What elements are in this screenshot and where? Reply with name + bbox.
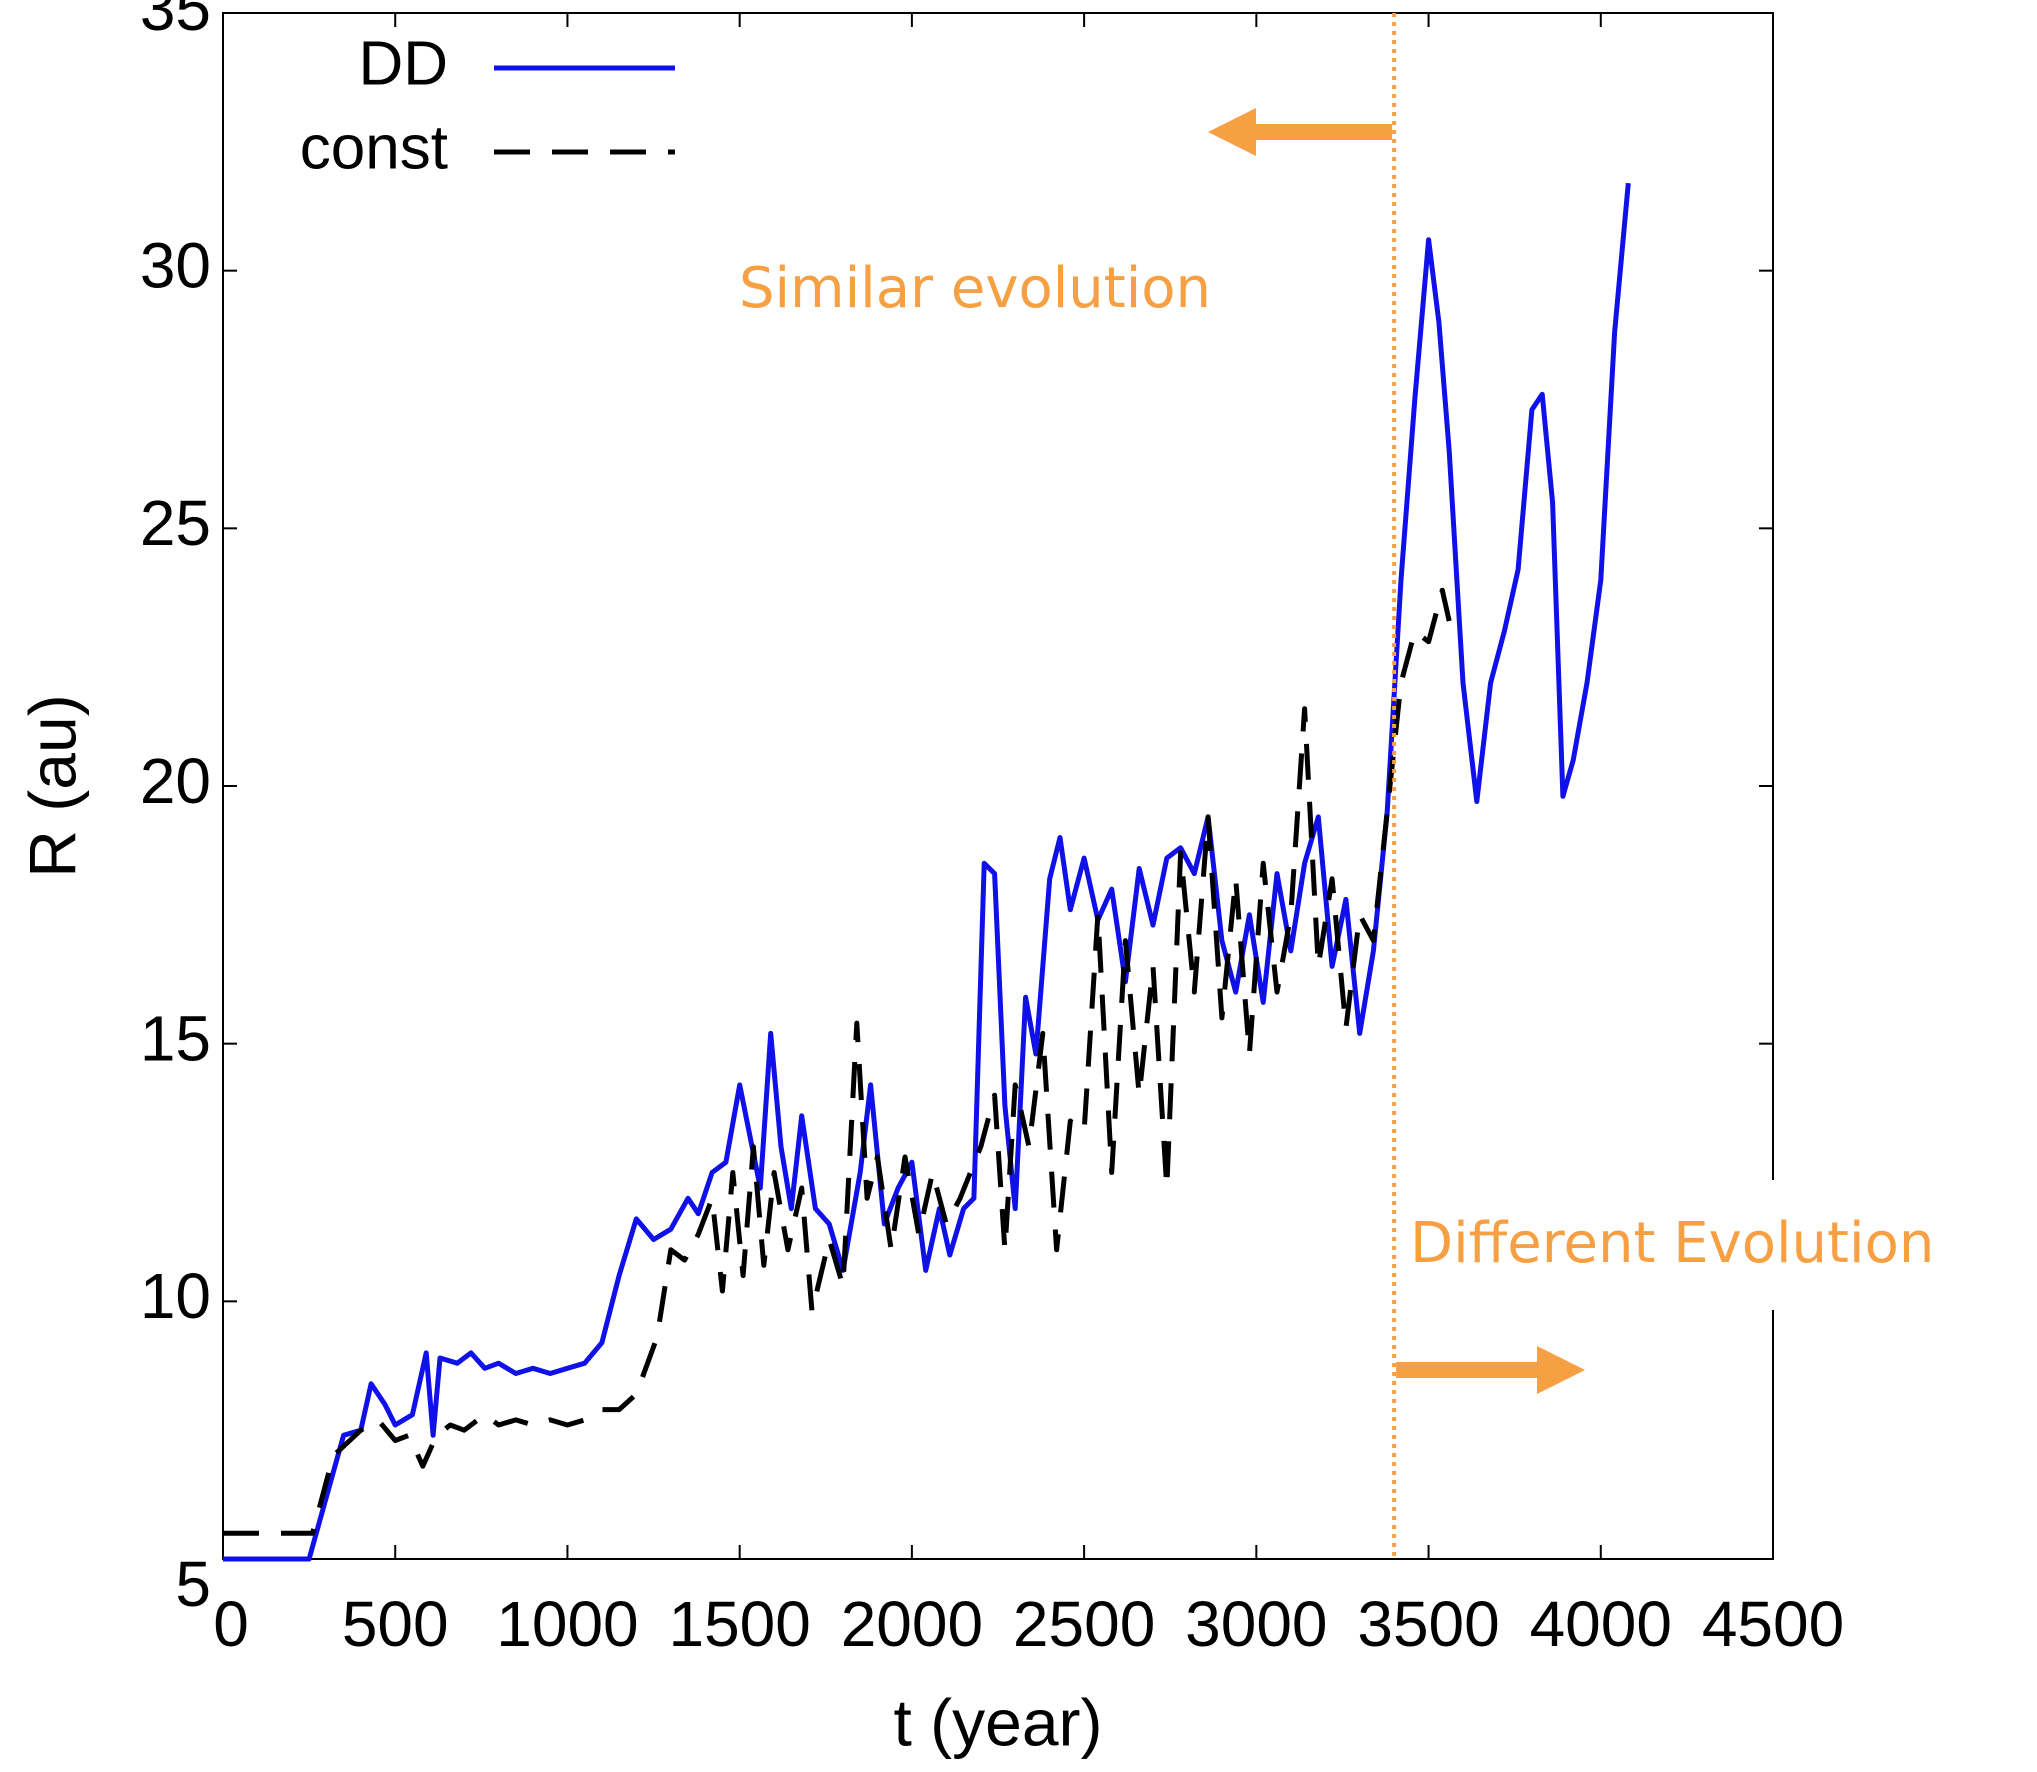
- y-axis-label: R (au): [15, 694, 89, 877]
- x-tick-label: 1500: [668, 1588, 810, 1660]
- legend-label: const: [300, 113, 448, 182]
- annotation: Different Evolution: [1410, 1211, 1934, 1276]
- y-tick-label: 35: [140, 0, 211, 44]
- arrow-head: [1208, 108, 1256, 156]
- y-tick-label: 15: [140, 1003, 211, 1075]
- arrow-head: [1537, 1346, 1585, 1394]
- y-tick-label: 5: [175, 1548, 211, 1620]
- x-tick-label: 4500: [1702, 1588, 1844, 1660]
- x-tick-label: 2000: [841, 1588, 983, 1660]
- data-line: [223, 182, 1631, 1562]
- x-tick-label: 3000: [1185, 1588, 1327, 1660]
- annotation-bg: [1402, 1180, 2037, 1310]
- legend-label: DD: [358, 29, 448, 98]
- data-line: [223, 587, 1452, 1536]
- annotation: Similar evolution: [739, 256, 1211, 321]
- x-tick-label: 2500: [1013, 1588, 1155, 1660]
- x-tick-label: 4000: [1530, 1588, 1672, 1660]
- x-axis-label: t (year): [893, 1685, 1102, 1759]
- y-tick-label: 25: [140, 487, 211, 559]
- plot-frame: [222, 12, 1774, 1560]
- y-tick-label: 20: [140, 745, 211, 817]
- x-tick-label: 0: [213, 1588, 249, 1660]
- x-tick-label: 1000: [496, 1588, 638, 1660]
- x-tick-label: 3500: [1357, 1588, 1499, 1660]
- y-tick-label: 10: [140, 1260, 211, 1332]
- y-tick-label: 30: [140, 230, 211, 302]
- x-tick-label: 500: [342, 1588, 449, 1660]
